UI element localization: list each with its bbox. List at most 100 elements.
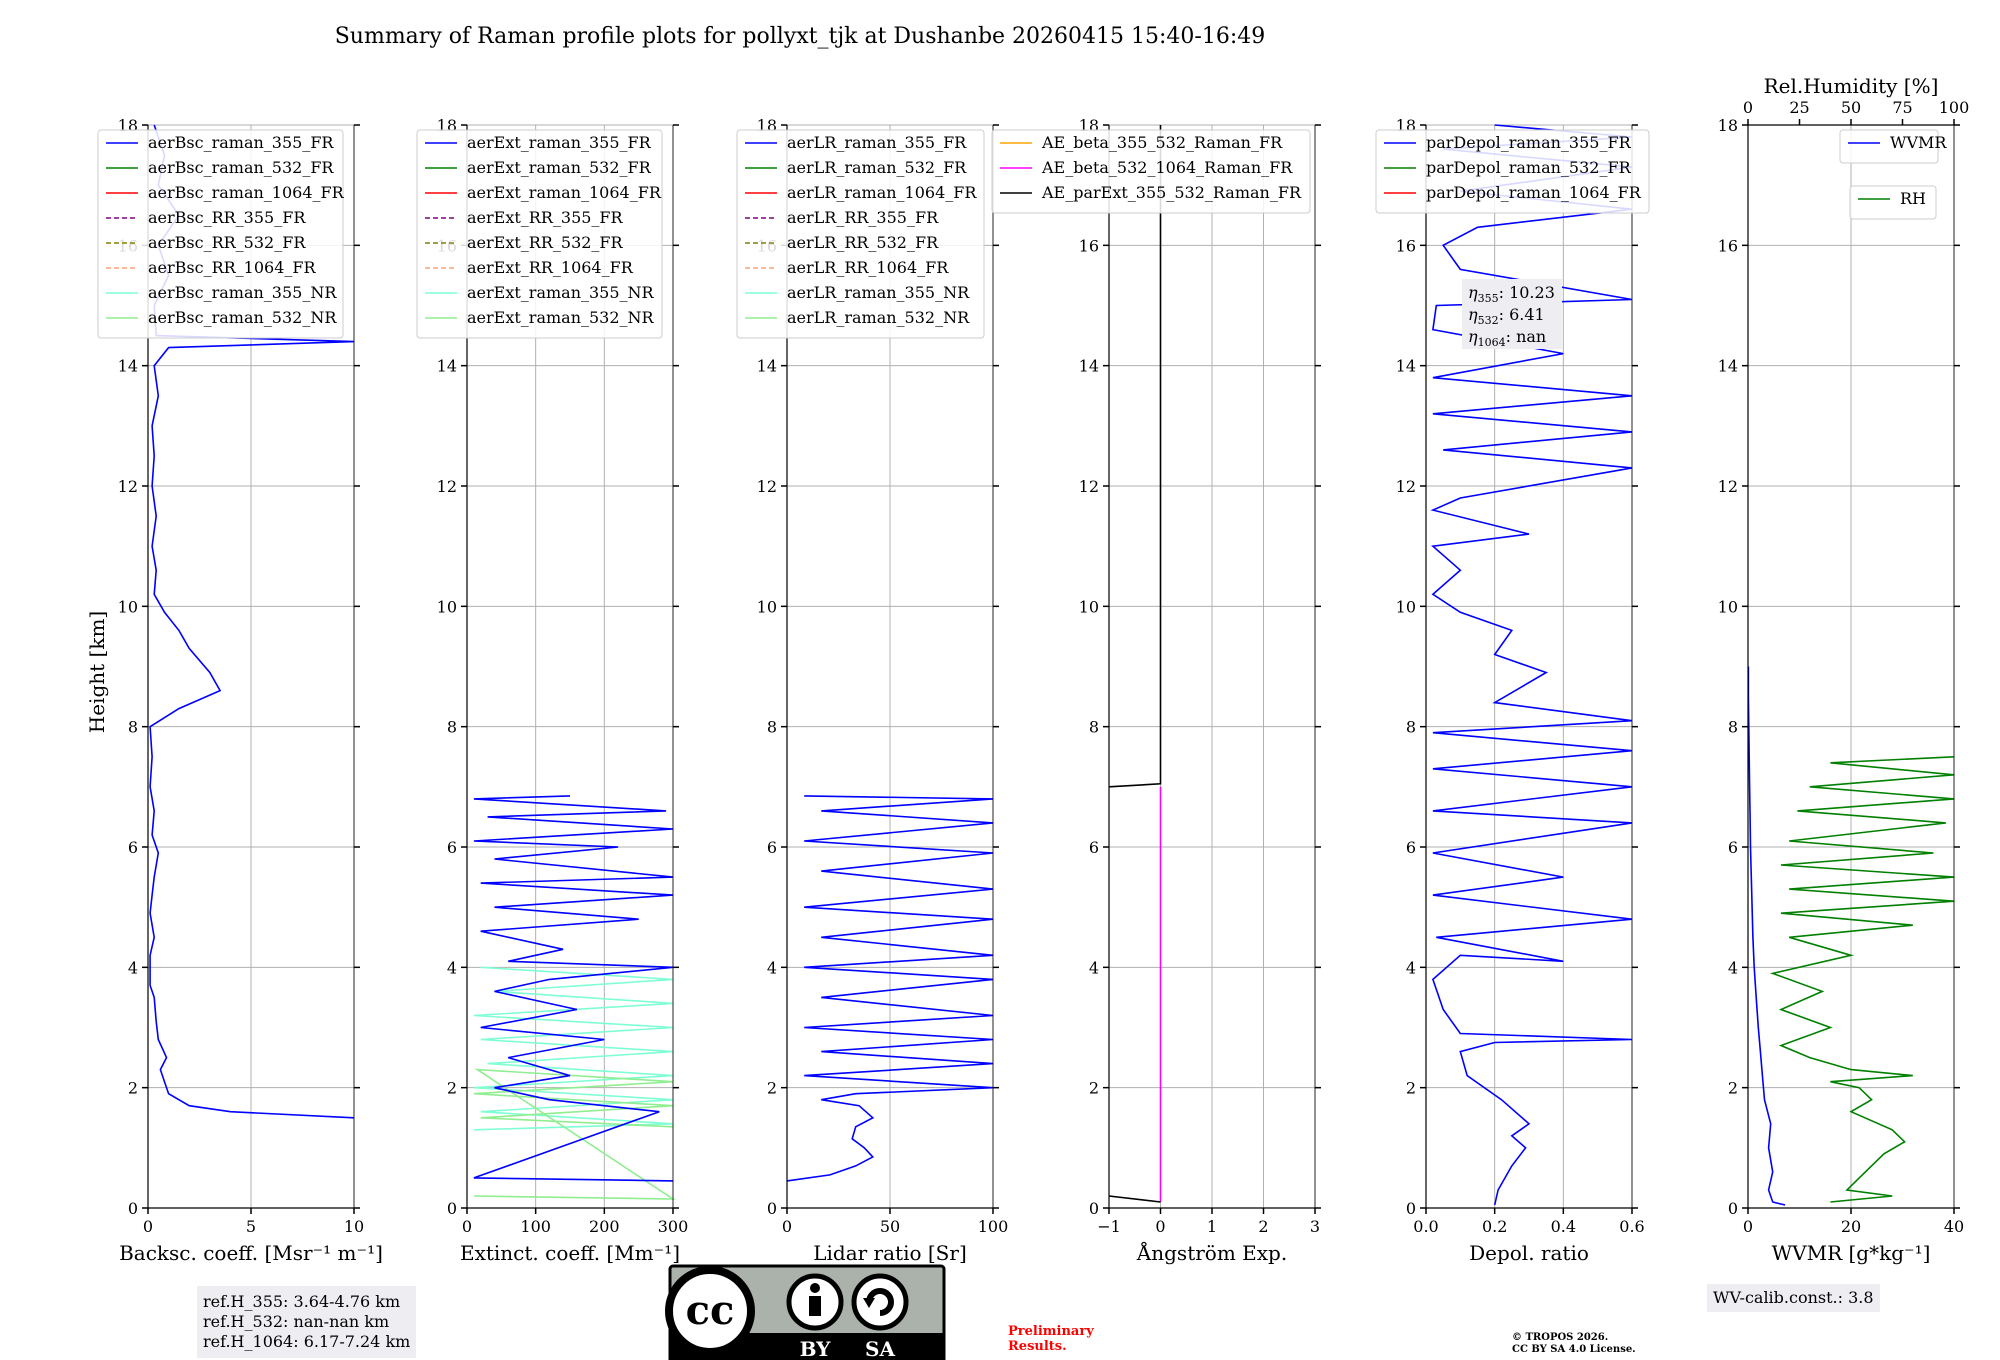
ref-height-1064: ref.H_1064: 6.17-7.24 km [203,1332,411,1351]
x-tick-label: 200 [589,1217,620,1236]
copyright-notice: © TROPOS 2026. CC BY SA 4.0 License. [1512,1332,1636,1356]
y-tick-label: 2 [128,1079,138,1098]
y-tick-label: 10 [1396,597,1416,616]
series-RH [1769,756,1955,1203]
legend-box [1849,185,1937,220]
figure-title: Summary of Raman profile plots for polly… [335,24,1266,49]
y-tick-label: 4 [1728,958,1738,977]
y-tick-label: 0 [1728,1199,1738,1218]
x-tick-label: 10 [344,1217,364,1236]
y-tick-label: 10 [1718,597,1738,616]
legend-entry: RH [1900,189,1926,208]
y-tick-label: 4 [1089,958,1099,977]
y-tick-label: 14 [1718,357,1738,376]
x-tick-label: 0 [1155,1217,1165,1236]
y-tick-label: 10 [757,597,777,616]
legend-entry: aerBsc_raman_532_FR [148,158,334,177]
x-tick-label: 0.0 [1413,1217,1438,1236]
series-aerExt_raman_355_FR [473,795,674,1182]
legend-entry: aerBsc_raman_532_NR [148,308,337,327]
x-tick-label: 0 [1743,1217,1753,1236]
legend-entry: aerBsc_RR_355_FR [148,208,306,227]
x-tick-label: 0 [462,1217,472,1236]
y-tick-label: 0 [1406,1199,1416,1218]
legend-entry: aerLR_RR_355_FR [787,208,939,227]
y-tick-label: 2 [447,1079,457,1098]
y-tick-label: 0 [767,1199,777,1218]
eta-entry: η532: 6.41 [1468,305,1545,327]
y-tick-label: 12 [757,477,777,496]
legend-entry: aerLR_raman_355_NR [787,283,970,302]
legend-entry: aerExt_raman_1064_FR [467,183,662,202]
legend-entry: aerLR_raman_532_FR [787,158,967,177]
y-tick-label: 8 [1728,718,1738,737]
x-tick-label: 100 [978,1217,1009,1236]
y-tick-label: 6 [767,838,777,857]
y-tick-label: 8 [1406,718,1416,737]
y-tick-label: 6 [1089,838,1099,857]
x-axis-label: Depol. ratio [1469,1241,1589,1265]
legend-box [736,129,985,339]
y-tick-label: 16 [1718,236,1738,255]
x-tick-label: 1 [1207,1217,1217,1236]
x-tick-label: 0.2 [1482,1217,1507,1236]
y-tick-label: 8 [1089,718,1099,737]
y-tick-label: 14 [1079,357,1099,376]
legend-box [1839,129,1939,164]
legend-entry: aerBsc_RR_1064_FR [148,258,317,277]
series-aerBsc_raman_355_FR [149,124,355,1119]
legend-entry: aerLR_raman_1064_FR [787,183,977,202]
y-tick-label: 4 [767,958,777,977]
x-tick-label: 0 [782,1217,792,1236]
legend-entry: aerExt_raman_532_NR [467,308,655,327]
y-tick-label: 8 [128,718,138,737]
ref-height-532: ref.H_532: nan-nan km [203,1312,390,1331]
y-tick-label: 6 [1406,838,1416,857]
y-tick-label: 2 [1089,1079,1099,1098]
y-tick-label: 2 [1728,1079,1738,1098]
y-tick-label: 0 [447,1199,457,1218]
ref-height-355: ref.H_355: 3.64-4.76 km [203,1292,401,1311]
y-tick-label: 10 [1079,597,1099,616]
eta-entry: η1064: nan [1468,327,1546,349]
panel-extinction: 0246810121416180100200300Extinct. coeff.… [416,116,689,1265]
wv-calibration-constant: WV-calib.const.: 3.8 [1713,1288,1874,1307]
top-x-tick-label: 25 [1789,98,1809,117]
preliminary-line-2: Results. [1008,1339,1067,1354]
y-tick-label: 14 [1396,357,1416,376]
y-tick-label: 12 [118,477,138,496]
legend-entry: aerBsc_raman_355_FR [148,133,334,152]
legend-box [1375,129,1650,214]
copyright-line-2: CC BY SA 4.0 License. [1512,1344,1636,1355]
y-tick-label: 12 [1079,477,1099,496]
y-tick-label: 12 [1396,477,1416,496]
top-x-tick-label: 0 [1743,98,1753,117]
x-tick-label: 100 [520,1217,551,1236]
x-tick-label: 3 [1310,1217,1320,1236]
y-tick-label: 10 [437,597,457,616]
y-tick-label: 8 [447,718,457,737]
preliminary-notice: Preliminary Results. [1008,1324,1094,1354]
y-tick-label: 10 [118,597,138,616]
y-tick-label: 6 [128,838,138,857]
legend-entry: aerExt_RR_1064_FR [467,258,634,277]
top-x-tick-label: 75 [1892,98,1912,117]
legend-entry: aerExt_raman_532_FR [467,158,652,177]
y-tick-label: 8 [767,718,777,737]
eta-box [1462,279,1562,349]
top-x-axis-label: Rel.Humidity [%] [1764,74,1939,98]
y-tick-label: 16 [1079,236,1099,255]
y-tick-label: 4 [447,958,457,977]
legend-entry: WVMR [1890,133,1947,152]
legend-entry: aerBsc_RR_532_FR [148,233,306,252]
series-AE_parExt_355_532_Raman_FR_upper [1108,125,1162,788]
legend-box [97,129,344,339]
x-tick-label: 40 [1944,1217,1964,1236]
x-axis-label: Extinct. coeff. [Mm⁻¹] [460,1241,680,1265]
legend-entry: aerExt_raman_355_FR [467,133,652,152]
x-tick-label: 300 [658,1217,689,1236]
legend-entry: aerLR_raman_532_NR [787,308,970,327]
legend-entry: AE_beta_532_1064_Raman_FR [1041,158,1293,177]
